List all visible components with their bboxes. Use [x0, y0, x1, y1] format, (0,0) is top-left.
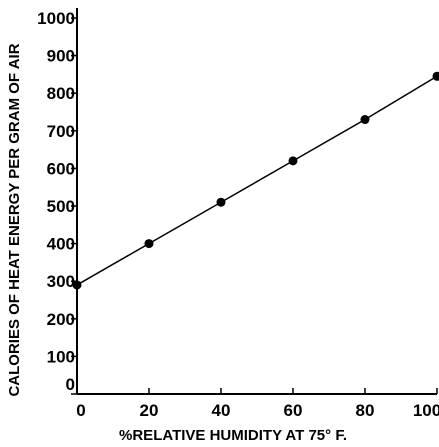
- y-tick-label: 800: [47, 84, 75, 103]
- y-tick-label: 200: [47, 310, 75, 329]
- y-tick-label: 700: [47, 122, 75, 141]
- y-ticks: 0 100 200 300 400 500 600 700 800 900 1000: [37, 9, 77, 395]
- data-point: [216, 197, 226, 207]
- y-tick-label: 100: [47, 347, 75, 366]
- x-tick-label: 20: [140, 401, 159, 420]
- data-point: [144, 239, 154, 249]
- y-tick-label: 0: [66, 375, 75, 394]
- x-tick-label: 40: [212, 401, 231, 420]
- y-tick-label: 900: [47, 47, 75, 66]
- data-point: [432, 71, 439, 81]
- data-points: [72, 71, 439, 290]
- x-tick-label: 80: [356, 401, 375, 420]
- data-point: [72, 280, 82, 290]
- data-point: [360, 115, 370, 125]
- x-tick-label: 60: [284, 401, 303, 420]
- data-point: [288, 156, 298, 166]
- y-tick-label: 500: [47, 197, 75, 216]
- y-tick-label: 600: [47, 159, 75, 178]
- y-tick-label: 400: [47, 235, 75, 254]
- y-tick-label: 1000: [37, 9, 75, 28]
- y-tick-label: 300: [47, 272, 75, 291]
- series-line: [76, 75, 438, 286]
- x-ticks: 0 20 40 60 80 100: [76, 388, 439, 420]
- x-tick-label: 100: [413, 401, 439, 420]
- y-axis-title: CALORIES OF HEAT ENERGY PER GRAM OF AIR: [6, 43, 23, 396]
- x-axis-title: %RELATIVE HUMIDITY AT 75° F.: [119, 427, 347, 444]
- x-tick-label: 0: [76, 401, 85, 420]
